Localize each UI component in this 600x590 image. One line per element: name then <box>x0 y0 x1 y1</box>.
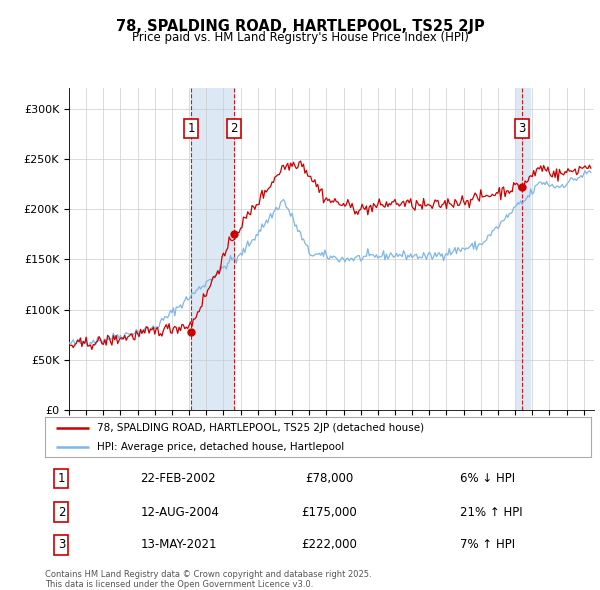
Text: 21% ↑ HPI: 21% ↑ HPI <box>460 506 523 519</box>
Text: 6% ↓ HPI: 6% ↓ HPI <box>460 472 515 485</box>
Text: 3: 3 <box>518 122 525 135</box>
Text: 1: 1 <box>187 122 195 135</box>
Text: 13-MAY-2021: 13-MAY-2021 <box>140 538 217 551</box>
Bar <box>517 88 530 410</box>
Text: 22-FEB-2002: 22-FEB-2002 <box>140 472 216 485</box>
Text: Contains HM Land Registry data © Crown copyright and database right 2025.
This d: Contains HM Land Registry data © Crown c… <box>45 570 371 589</box>
Text: 3: 3 <box>58 538 65 551</box>
Text: £175,000: £175,000 <box>301 506 357 519</box>
Text: 12-AUG-2004: 12-AUG-2004 <box>140 506 220 519</box>
Text: 2: 2 <box>58 506 65 519</box>
Text: 1: 1 <box>58 472 65 485</box>
Text: 78, SPALDING ROAD, HARTLEPOOL, TS25 2JP: 78, SPALDING ROAD, HARTLEPOOL, TS25 2JP <box>116 19 484 34</box>
Text: Price paid vs. HM Land Registry's House Price Index (HPI): Price paid vs. HM Land Registry's House … <box>131 31 469 44</box>
Text: £78,000: £78,000 <box>305 472 353 485</box>
Text: 78, SPALDING ROAD, HARTLEPOOL, TS25 2JP (detached house): 78, SPALDING ROAD, HARTLEPOOL, TS25 2JP … <box>97 424 424 434</box>
Text: £222,000: £222,000 <box>301 538 357 551</box>
Text: 7% ↑ HPI: 7% ↑ HPI <box>460 538 515 551</box>
Text: 2: 2 <box>230 122 238 135</box>
Text: HPI: Average price, detached house, Hartlepool: HPI: Average price, detached house, Hart… <box>97 442 344 452</box>
Bar <box>191 88 234 410</box>
